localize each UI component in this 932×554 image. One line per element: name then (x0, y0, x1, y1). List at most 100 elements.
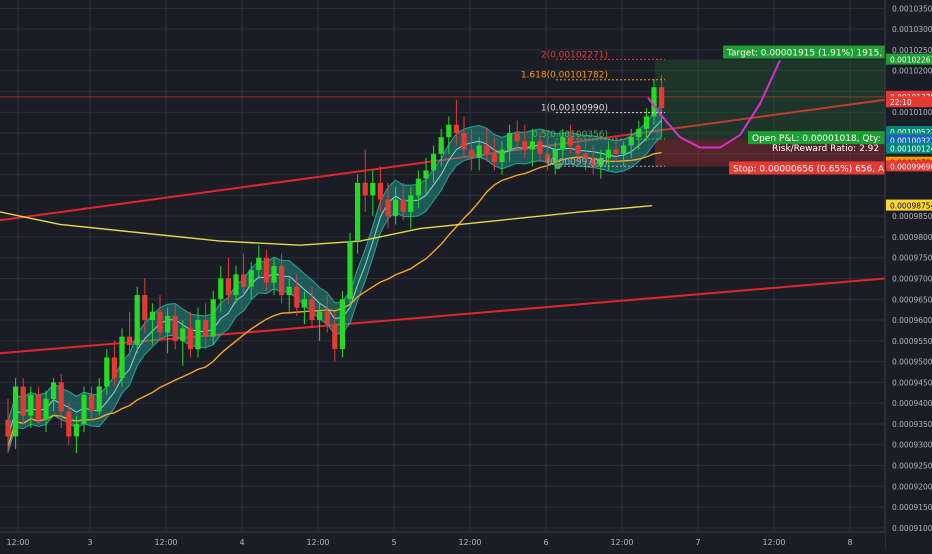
candle-body (522, 141, 528, 150)
candle-body (51, 382, 57, 399)
candle (400, 182, 406, 221)
candle (332, 311, 338, 362)
candle-body (400, 199, 406, 212)
candles (5, 74, 665, 454)
pnl-label: Open P&L: 0.00001018, Qty: 38109 (748, 131, 912, 145)
candle-body (203, 320, 209, 337)
candle (529, 128, 535, 167)
time-tick-label: 5 (391, 538, 396, 547)
price-marker-bg (886, 142, 932, 154)
candle-body (476, 145, 482, 158)
candle-body (370, 182, 376, 196)
candle-body (35, 394, 41, 420)
candle (598, 149, 604, 179)
time-tick-label: 6 (543, 538, 548, 547)
moving-average-orange (7, 151, 662, 448)
candle (263, 249, 269, 291)
price-axis-marker: 0.00100124 (886, 142, 932, 154)
candle (96, 378, 102, 416)
candle-body (218, 278, 224, 300)
candle (111, 340, 117, 387)
price-marker-bg (886, 126, 932, 138)
candle (377, 166, 383, 212)
candle (142, 278, 148, 333)
candle (203, 303, 209, 350)
price-marker-text: 0.00100323 (890, 136, 932, 145)
candle-body (491, 153, 497, 163)
profit-zone (655, 59, 885, 140)
candle-body (89, 394, 95, 412)
time-tick-label: 12:00 (458, 538, 481, 547)
price-marker-text: 0.00098754 (890, 202, 932, 211)
candle (81, 386, 87, 433)
candle-body (149, 311, 155, 321)
target-label-text: Target: 0.00001915 (1.91%) 1915, Amoun (726, 49, 917, 59)
candle (514, 120, 520, 150)
candle (225, 257, 231, 304)
candle (507, 124, 513, 163)
candle (370, 170, 376, 217)
time-tick-label: 3 (87, 538, 92, 547)
candle-body (598, 157, 604, 167)
candle (491, 137, 497, 171)
price-axis-marker: 0.00098754 (886, 199, 932, 211)
candle-body (134, 295, 140, 345)
candle-body (286, 286, 292, 296)
candle-body (643, 116, 649, 129)
candle-body (545, 153, 551, 163)
candle-body (446, 124, 452, 138)
candle (195, 307, 201, 358)
candle-body (636, 128, 642, 138)
pnl-label-text: Open P&L: 0.00001018, Qty: 38109 (752, 134, 912, 144)
candle (613, 137, 619, 163)
candle (20, 378, 26, 424)
time-tick-label: 8 (847, 538, 852, 547)
candle (13, 378, 19, 449)
candle-body (13, 386, 19, 437)
candle-body (377, 182, 383, 200)
candle-body (332, 324, 338, 350)
price-marker-text: 0.00100522 (890, 128, 932, 137)
candle-body (28, 394, 34, 416)
candle-body (469, 149, 475, 158)
candle-body (256, 257, 262, 271)
candle-body (58, 382, 64, 412)
candle-body (66, 411, 72, 437)
time-tick-label: 4 (239, 538, 244, 547)
candle (324, 295, 330, 333)
candle-body (271, 266, 277, 283)
candle (385, 182, 391, 229)
price-marker-bg (886, 160, 932, 172)
candle (659, 74, 665, 117)
candle-body (560, 137, 566, 150)
candle (415, 170, 421, 208)
grid-lines (0, 0, 885, 532)
candle-body (507, 133, 513, 150)
candle-body (438, 137, 444, 154)
candle-body (111, 357, 117, 379)
candle-body (347, 241, 353, 300)
candle (294, 274, 300, 316)
candle (339, 290, 345, 358)
pnl-label-bg (748, 131, 888, 145)
fib-level-label: (0.00099700) (547, 157, 608, 167)
candle-body (583, 153, 589, 158)
fib-level-label: 1(0.00100990) (541, 104, 608, 114)
candle (408, 187, 414, 229)
candle (590, 145, 596, 175)
candle-body (431, 153, 437, 171)
price-marker-text: 0.00100124 (890, 145, 932, 154)
candle-body (210, 299, 216, 337)
candle (431, 145, 437, 183)
fib-level-label: 1.618(0.00101782) (521, 71, 608, 81)
